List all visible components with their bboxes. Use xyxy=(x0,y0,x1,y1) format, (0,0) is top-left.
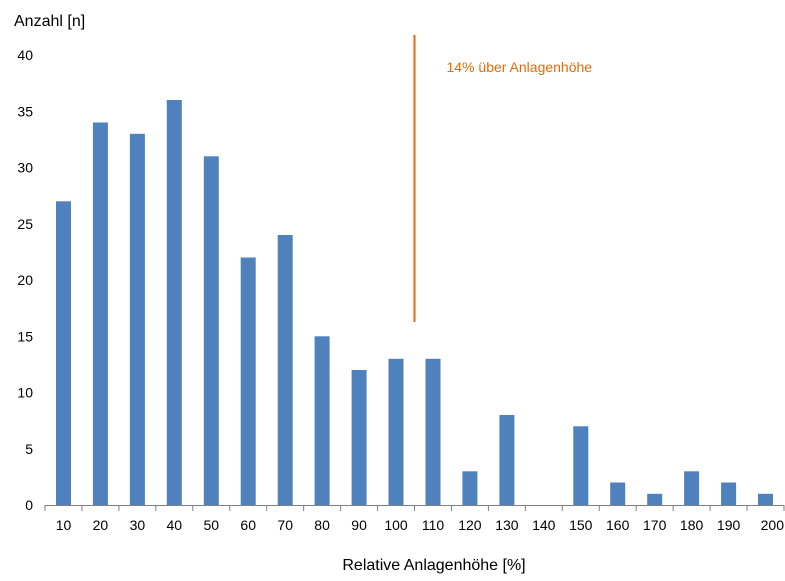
x-tick-label: 110 xyxy=(422,517,445,533)
x-tick-label: 150 xyxy=(569,517,593,533)
bar xyxy=(462,471,478,506)
x-axis-title: Relative Anlagenhöhe [%] xyxy=(342,557,525,574)
x-tick-label: 140 xyxy=(532,517,556,533)
x-tick-label: 20 xyxy=(93,517,109,533)
y-tick-label: 10 xyxy=(17,385,33,401)
bar xyxy=(351,370,367,505)
bar xyxy=(758,493,773,506)
bar xyxy=(388,358,404,506)
x-tick-label: 40 xyxy=(167,517,183,533)
annotation-label: 14% über Anlagenhöhe xyxy=(447,59,593,75)
x-tick-label: 10 xyxy=(56,517,72,533)
y-tick-label: 25 xyxy=(17,216,33,232)
y-tick-label: 35 xyxy=(17,103,33,119)
y-tick-label: 5 xyxy=(25,441,33,457)
x-tick-label: 100 xyxy=(384,517,408,533)
x-tick-label: 190 xyxy=(717,517,741,533)
y-axis-ticks: 0 5 10 15 20 25 30 35 40 xyxy=(17,47,33,513)
x-tick-label: 130 xyxy=(495,517,519,533)
x-tick-label: 70 xyxy=(277,517,293,533)
bar xyxy=(314,336,330,506)
x-tick-label: 90 xyxy=(351,517,367,533)
bar xyxy=(92,122,108,505)
bar xyxy=(425,358,441,506)
bar xyxy=(203,156,219,506)
x-tick-label: 170 xyxy=(643,517,667,533)
bar xyxy=(129,133,145,506)
bar xyxy=(240,257,256,505)
bar xyxy=(56,201,71,506)
x-tick-label: 200 xyxy=(761,517,785,533)
x-tick-label: 30 xyxy=(130,517,146,533)
y-tick-label: 20 xyxy=(17,272,33,288)
bar xyxy=(166,100,182,505)
bar xyxy=(647,493,663,506)
x-tick-label: 50 xyxy=(204,517,220,533)
x-tick-label: 60 xyxy=(240,517,256,533)
bar xyxy=(610,482,626,505)
bar xyxy=(499,415,515,505)
x-axis-ticks: 10 20 30 40 50 60 70 80 90 100 110 120 130 140 150 160 1… xyxy=(44,505,785,533)
bar xyxy=(573,426,589,506)
x-tick-label: 120 xyxy=(458,517,482,533)
x-tick-label: 80 xyxy=(314,517,330,533)
x-tick-label: 180 xyxy=(680,517,704,533)
y-tick-label: 15 xyxy=(17,328,33,344)
y-tick-label: 0 xyxy=(25,497,33,513)
bar-series xyxy=(56,100,773,506)
x-tick-label: 160 xyxy=(606,517,630,533)
y-tick-label: 40 xyxy=(17,47,33,63)
bar xyxy=(721,482,737,505)
bar xyxy=(277,235,293,505)
y-axis-title: Anzahl [n] xyxy=(14,13,85,30)
y-tick-label: 30 xyxy=(17,160,33,176)
bar xyxy=(684,471,700,506)
